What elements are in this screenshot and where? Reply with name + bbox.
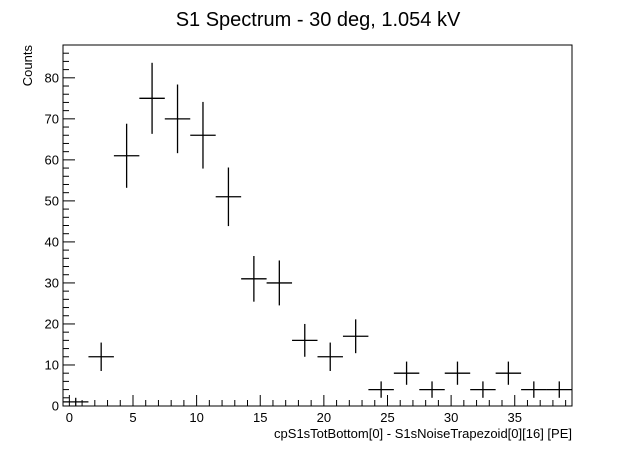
data-point (164, 84, 191, 154)
data-point (368, 381, 394, 398)
x-axis: 0 5 10 15 20 25 30 35 (66, 395, 567, 425)
data-point (419, 381, 445, 398)
y-tick-label: 70 (45, 111, 59, 126)
data-point (393, 361, 420, 385)
data-point (444, 361, 471, 385)
data-point (292, 323, 318, 357)
x-tick-label: 5 (129, 410, 136, 425)
data-point (215, 167, 242, 227)
y-tick-label: 10 (45, 357, 59, 372)
plot-frame (62, 44, 573, 407)
x-axis-label: cpS1sTotBottom[0] - S1sNoiseTrapezoid[0]… (274, 426, 572, 441)
chart-title: S1 Spectrum - 30 deg, 1.054 kV (176, 9, 461, 31)
y-axis-label: Counts (20, 45, 35, 87)
data-point (317, 342, 343, 371)
data-point (113, 123, 140, 188)
y-tick-label: 80 (45, 70, 59, 85)
data-point (266, 260, 293, 306)
y-tick-label: 60 (45, 152, 59, 167)
data-point (190, 101, 216, 169)
x-tick-label: 15 (253, 410, 267, 425)
y-tick-label: 0 (52, 399, 59, 414)
data-point (470, 381, 496, 398)
data-point (88, 342, 114, 371)
data-points (63, 62, 572, 406)
data-point (139, 62, 165, 134)
data-point (342, 319, 369, 354)
y-axis: 0 10 20 30 40 50 60 70 80 (45, 44, 75, 414)
x-tick-label: 35 (508, 410, 522, 425)
data-point (241, 255, 267, 302)
y-tick-label: 50 (45, 193, 59, 208)
y-tick-label: 30 (45, 275, 59, 290)
x-tick-label: 0 (66, 410, 73, 425)
x-tick-label: 10 (189, 410, 203, 425)
data-point (546, 381, 572, 398)
data-point (63, 397, 89, 406)
data-point (521, 381, 547, 398)
x-tick-label: 20 (317, 410, 331, 425)
x-tick-label: 25 (380, 410, 394, 425)
x-tick-label: 30 (444, 410, 458, 425)
y-tick-label: 40 (45, 234, 59, 249)
data-point (495, 361, 522, 385)
y-tick-label: 20 (45, 316, 59, 331)
